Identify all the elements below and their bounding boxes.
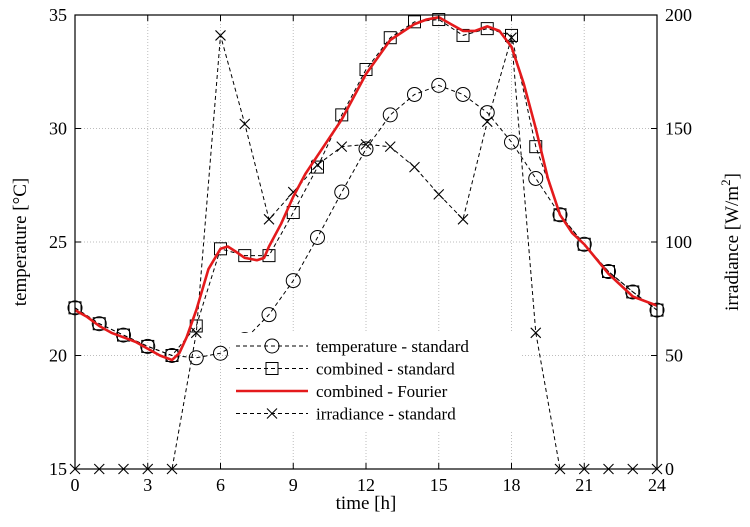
- series-line: [74, 16, 658, 362]
- x-tick-label: 9: [289, 475, 298, 495]
- data-point-x: [433, 188, 445, 200]
- series-combined-standard: [68, 13, 664, 362]
- data-point-circle: [576, 236, 592, 252]
- data-point-x-stroke: [263, 213, 275, 225]
- legend-entry: combined - Fourier: [236, 382, 448, 401]
- data-point-x-stroke: [384, 141, 396, 153]
- y-left-tick-label: 20: [49, 346, 67, 366]
- data-point-circle: [213, 345, 228, 361]
- data-point-square: [505, 28, 518, 42]
- data-point-x: [239, 118, 251, 130]
- data-point-x-stroke: [336, 141, 348, 153]
- x-tick-label: 0: [71, 475, 80, 495]
- data-point-x-stroke: [266, 408, 278, 419]
- x-tick-label: 24: [648, 475, 666, 495]
- y-right-tick-label: 150: [665, 119, 692, 139]
- data-point-x: [266, 408, 278, 419]
- data-point-x-stroke: [433, 188, 445, 200]
- data-point-circle: [188, 350, 204, 366]
- data-point-circle: [431, 77, 447, 93]
- x-tick-label: 3: [143, 475, 152, 495]
- data-point-x-stroke: [409, 161, 420, 173]
- data-point-x: [409, 161, 420, 173]
- data-point-circle: [479, 105, 495, 121]
- plot-series: [67, 13, 665, 475]
- data-point-x: [336, 141, 348, 153]
- y-left-tick-label: 30: [49, 119, 67, 139]
- data-point-x: [215, 30, 226, 41]
- data-point-x: [384, 141, 396, 153]
- data-point-square: [214, 242, 227, 256]
- data-point-x: [457, 213, 469, 225]
- data-point-square: [577, 237, 591, 251]
- legend-label: temperature - standard: [316, 337, 469, 356]
- x-tick-label: 6: [216, 475, 225, 495]
- data-point-circle: [91, 316, 107, 332]
- legend-label: combined - Fourier: [316, 382, 448, 401]
- y-left-tick-label: 25: [49, 232, 67, 252]
- y-axis-right-label-sup: 2: [718, 179, 733, 186]
- data-point-square: [383, 31, 397, 45]
- y-axis-right-label: irradiance [W/m2]: [718, 173, 743, 311]
- series-line: [74, 18, 658, 357]
- series-combined-fourier: [74, 16, 658, 362]
- x-tick-label: 15: [430, 475, 448, 495]
- data-point-circle: [601, 264, 616, 280]
- data-point-x-stroke: [530, 327, 542, 339]
- y-axis-right-label-suffix: ]: [722, 173, 743, 179]
- data-point-x-stroke: [360, 139, 372, 150]
- data-point-circle: [334, 184, 350, 200]
- data-point-circle: [140, 338, 156, 354]
- data-point-circle: [358, 141, 374, 157]
- data-point-square: [265, 362, 279, 375]
- data-point-circle: [552, 207, 568, 223]
- data-point-circle: [528, 170, 544, 186]
- data-point-square: [529, 140, 543, 154]
- data-point-x: [360, 139, 372, 150]
- data-point-square: [602, 265, 615, 279]
- y-right-tick-label: 50: [665, 346, 683, 366]
- legend-entry: irradiance - standard: [236, 405, 456, 424]
- axis-ticks: 0 3 6 9 12 15 18 21 24 15 20 25 30 35 0 50 100 150 200: [49, 5, 692, 495]
- y-left-tick-label: 35: [49, 5, 67, 25]
- data-point-circle: [382, 107, 398, 123]
- data-point-circle: [285, 273, 301, 289]
- data-point-circle: [407, 86, 422, 102]
- data-point-circle: [504, 134, 519, 150]
- y-axis-left-label: temperature [°C]: [10, 178, 31, 306]
- x-tick-label: 18: [503, 475, 521, 495]
- data-point-circle: [261, 307, 277, 323]
- data-point-circle: [625, 284, 641, 300]
- legend-entry: combined - standard: [236, 360, 455, 379]
- data-point-circle: [264, 338, 280, 354]
- legend-label: irradiance - standard: [316, 405, 456, 424]
- y-right-tick-label: 200: [665, 5, 692, 25]
- data-point-x: [263, 213, 275, 225]
- y-left-tick-label: 15: [49, 459, 67, 479]
- legend-entry: temperature - standard: [236, 337, 469, 356]
- data-point-square: [553, 208, 567, 222]
- legend: temperature - standard combined - standar…: [230, 333, 520, 431]
- data-point-x-stroke: [457, 213, 469, 225]
- data-point-square: [92, 317, 106, 331]
- data-point-x: [530, 327, 542, 339]
- data-point-square: [238, 249, 252, 263]
- y-right-tick-label: 0: [665, 459, 674, 479]
- legend-label: combined - standard: [316, 360, 455, 379]
- x-tick-label: 21: [575, 475, 593, 495]
- x-axis-label: time [h]: [336, 493, 397, 514]
- data-point-x-stroke: [215, 30, 226, 41]
- data-point-square: [311, 160, 324, 174]
- data-point-x-stroke: [239, 118, 251, 130]
- data-point-circle: [164, 348, 180, 363]
- y-axis-right-label-prefix: irradiance [W/m: [722, 186, 743, 311]
- x-tick-label: 12: [357, 475, 375, 495]
- data-point-x-stroke: [190, 327, 202, 339]
- y-right-tick-label: 100: [665, 232, 692, 252]
- data-point-circle: [455, 86, 471, 102]
- data-point-circle: [310, 229, 325, 245]
